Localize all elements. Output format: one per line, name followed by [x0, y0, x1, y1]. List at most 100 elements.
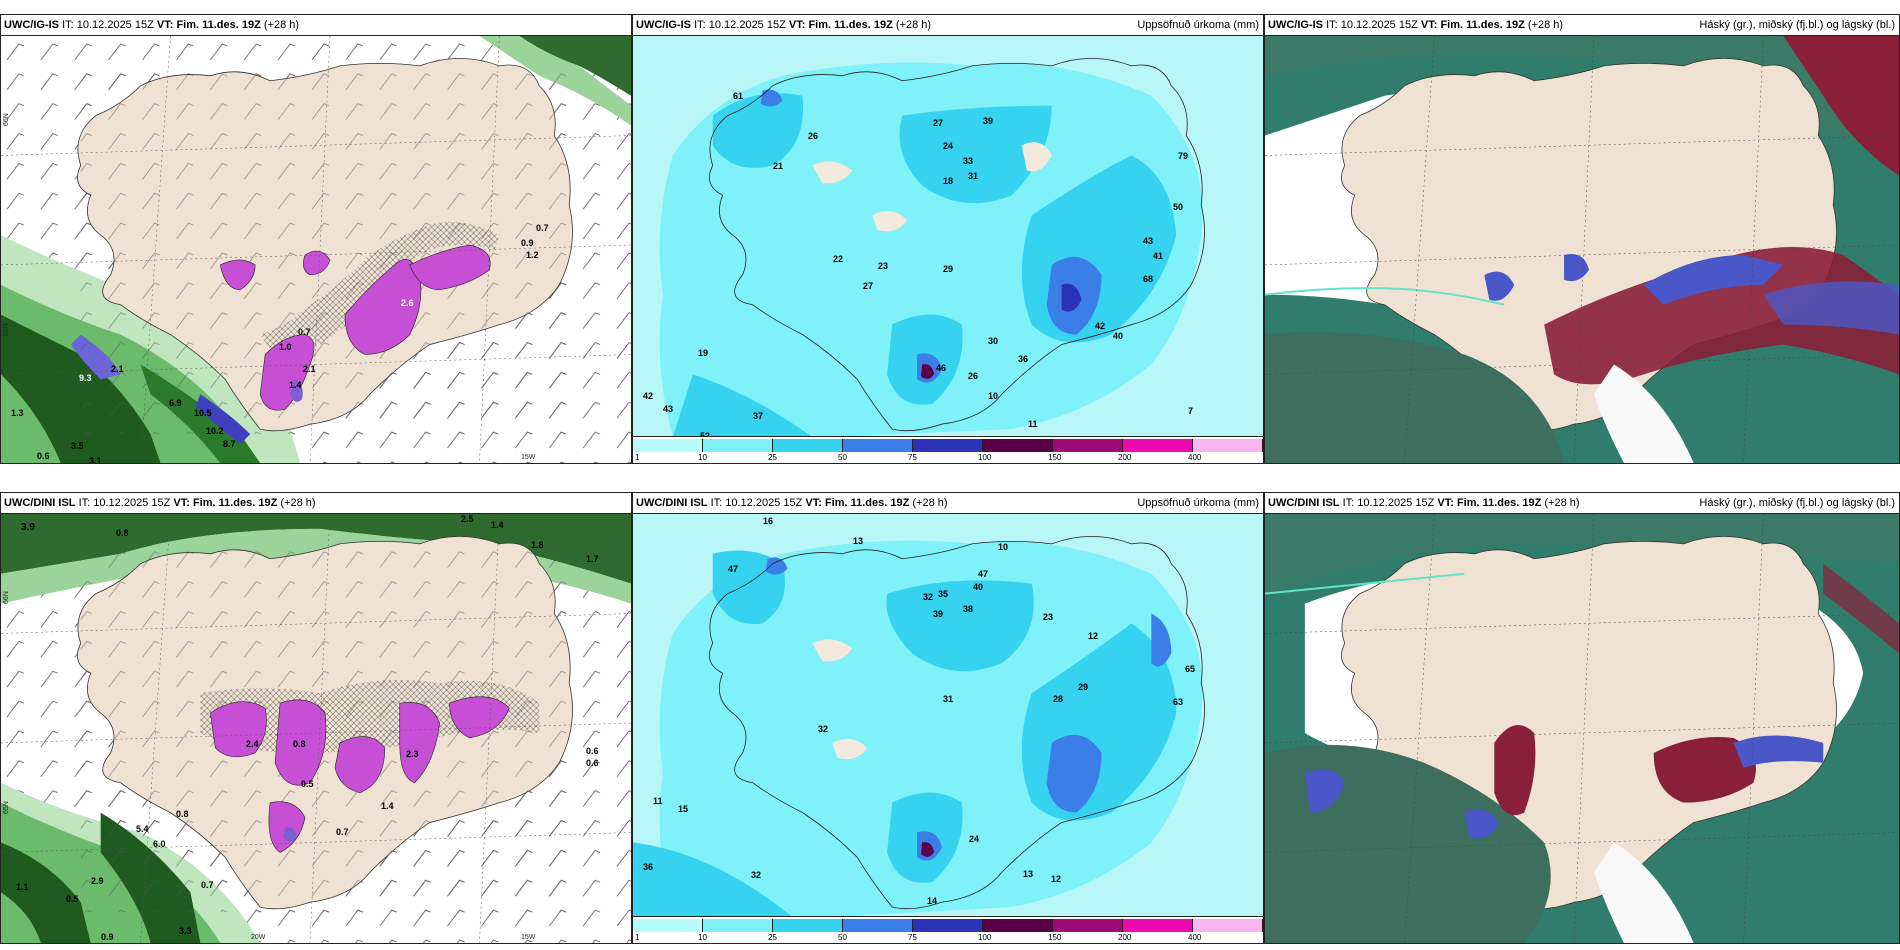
colorbar-swatch — [1053, 919, 1123, 932]
value-label: 47 — [978, 569, 989, 579]
init-prefix: IT: — [1342, 497, 1355, 509]
colorbar-tick-label: 150 — [1048, 933, 1062, 942]
lead-time: (+28 h) — [1544, 497, 1580, 509]
value-label: 32 — [818, 724, 829, 734]
colorbar-tick-label: 75 — [908, 453, 917, 462]
colorbar-tick-label: 400 — [1188, 453, 1202, 462]
colorbar-swatch — [983, 439, 1053, 452]
panel-dini-wind: UWC/DINI ISL IT: 10.12.2025 15Z VT: Fim.… — [0, 492, 632, 944]
init-time: 10.12.2025 15Z — [725, 497, 803, 509]
model-name: UWC/IG-IS — [636, 19, 691, 31]
colorbar-tick-label: 50 — [838, 933, 847, 942]
value-label: 31 — [968, 171, 979, 181]
value-label: 11 — [653, 796, 663, 806]
value-label: 41 — [1153, 251, 1164, 261]
colorbar-swatch — [773, 919, 843, 932]
lead-time: (+28 h) — [895, 19, 932, 31]
value-label: 26 — [968, 371, 979, 381]
colorbar-swatch — [983, 919, 1053, 932]
lead-time: (+28 h) — [263, 19, 300, 31]
lat-label: 66N — [3, 113, 10, 126]
value-label: 22 — [833, 254, 844, 264]
value-label: 38 — [963, 604, 974, 614]
value-label: 35 — [938, 589, 949, 599]
value-label: 2.9 — [91, 876, 104, 886]
field-name: Uppsöfnuð úrkoma (mm) — [1137, 497, 1259, 509]
value-label: 40 — [1113, 331, 1124, 341]
value-label: 46 — [936, 363, 947, 373]
valid-time: VT: Fim. 11.des. 19Z — [805, 497, 910, 509]
value-label: 26 — [808, 131, 819, 141]
colorbar-tick-label: 10 — [698, 453, 707, 462]
value-label: 10.5 — [194, 408, 212, 418]
valid-time: VT: Fim. 11.des. 19Z — [1437, 497, 1542, 509]
value-label: 1.4 — [381, 801, 394, 811]
colorbar: 1 10 25 50 75 100 150 200 400 — [633, 916, 1263, 943]
colorbar-swatch — [1123, 919, 1193, 932]
value-label: 0.8 — [116, 528, 129, 538]
value-label: 0.7 — [298, 327, 311, 337]
value-label: 32 — [751, 870, 762, 880]
value-label: 30 — [988, 336, 999, 346]
colorbar-swatch — [1053, 439, 1123, 452]
value-label: 2.1 — [111, 364, 124, 374]
value-label: 16 — [763, 516, 774, 526]
value-label: 1.3 — [11, 408, 24, 418]
value-label: 47 — [728, 564, 739, 574]
value-label: 43 — [1143, 236, 1154, 246]
panel-dini-clouds: UWC/DINI ISL IT: 10.12.2025 15Z VT: Fim.… — [1264, 492, 1900, 944]
value-label: 12 — [1088, 631, 1099, 641]
value-label: 27 — [863, 281, 874, 291]
colorbar-tick-label: 400 — [1188, 933, 1202, 942]
colorbar: 1 10 25 50 75 100 150 200 400 — [633, 436, 1263, 463]
value-label: 0.6 — [586, 746, 599, 756]
value-label: 3.5 — [71, 441, 84, 451]
value-label: 23 — [878, 261, 889, 271]
precip-map: 16 13 10 47 35 40 32 38 39 31 32 29 23 1… — [633, 514, 1263, 917]
value-label: 0.8 — [176, 809, 189, 819]
colorbar-swatch — [1193, 439, 1263, 452]
valid-time: VT: Fim. 11.des. 19Z — [156, 19, 261, 31]
value-label: 24 — [969, 834, 980, 844]
value-label: 2.4 — [246, 739, 259, 749]
lon-label: 20W — [251, 934, 266, 941]
model-name: UWC/IG-IS — [1268, 19, 1323, 31]
value-label: 63 — [1173, 697, 1184, 707]
cloud-map — [1265, 36, 1899, 463]
value-label: 19 — [698, 348, 709, 358]
precip-map: 61 26 21 39 27 24 33 31 23 27 29 22 18 4… — [633, 36, 1263, 441]
colorbar-tick-label: 200 — [1118, 933, 1132, 942]
init-prefix: IT: — [78, 497, 91, 509]
value-label: 31 — [943, 694, 954, 704]
value-label: 3.3 — [179, 926, 192, 936]
field-name: Háský (gr.), miðský (fj.bl.) og lágský (… — [1699, 19, 1895, 31]
model-name: UWC/DINI ISL — [1268, 497, 1340, 509]
value-label: 0.8 — [293, 739, 306, 749]
panel-title: UWC/DINI ISL IT: 10.12.2025 15Z VT: Fim.… — [633, 493, 1263, 514]
colorbar-swatch — [1193, 919, 1263, 932]
value-label: 39 — [933, 609, 944, 619]
value-label: 2.5 — [461, 514, 474, 524]
value-label: 10 — [998, 542, 1009, 552]
init-prefix: IT: — [1326, 19, 1338, 31]
value-label: 0.7 — [336, 827, 349, 837]
value-label: 0.6 — [37, 451, 50, 461]
value-label: 11 — [1028, 419, 1038, 429]
model-name: UWC/IG-IS — [4, 19, 59, 31]
init-time: 10.12.2025 15Z — [76, 19, 154, 31]
value-label: 12 — [1051, 874, 1062, 884]
value-label: 65 — [1185, 664, 1196, 674]
value-label: 43 — [663, 404, 674, 414]
init-prefix: IT: — [710, 497, 723, 509]
field-name: Háský (gr.), miðský (fj.bl.) og lágský (… — [1699, 497, 1895, 509]
value-label: 6.0 — [153, 839, 166, 849]
value-label: 8.7 — [223, 439, 236, 449]
panel-igis-precip: UWC/IG-IS IT: 10.12.2025 15Z VT: Fim. 11… — [632, 14, 1264, 464]
value-label: 1.7 — [586, 554, 599, 564]
colorbar-tick-label: 50 — [838, 453, 847, 462]
colorbar-tick-label: 100 — [978, 453, 992, 462]
value-label: 3.9 — [21, 522, 35, 533]
lead-time: (+28 h) — [1527, 19, 1564, 31]
valid-time: VT: Fim. 11.des. 19Z — [173, 497, 278, 509]
colorbar-tick-label: 25 — [768, 453, 777, 462]
